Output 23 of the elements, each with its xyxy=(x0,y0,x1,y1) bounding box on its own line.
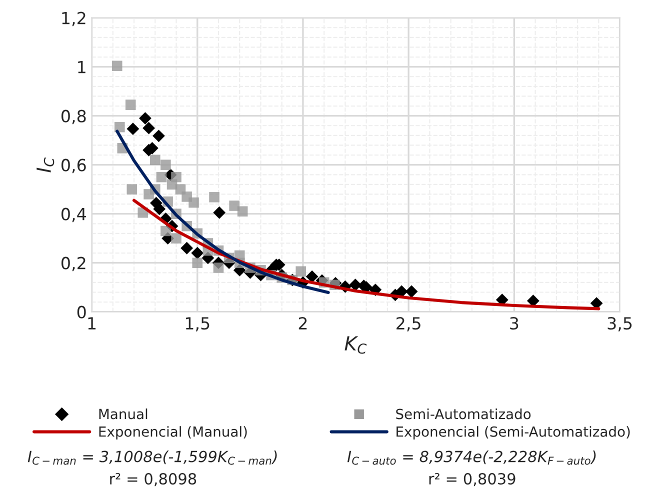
y-tick-label: 1 xyxy=(78,61,86,74)
y-tick-label: 0,8 xyxy=(62,110,86,124)
legend-label: Semi-Automatizado xyxy=(396,408,531,420)
text: I$_{C−auto}$ = 8,9374e(-2,228K$_{F−auto}$) xyxy=(347,450,596,465)
text: I$_{C−man}$ = 3,1008e(-1,599K$_{C−man}$) xyxy=(28,450,277,465)
x-tick-label: 2,5 xyxy=(396,317,420,332)
legend-label: Manual xyxy=(99,408,148,420)
x-tick-label: 1 xyxy=(88,317,96,330)
y-tick-label: 0,6 xyxy=(62,158,86,174)
legend-label: Exponencial (Manual) xyxy=(99,426,247,440)
x-tick-label: 1,5 xyxy=(186,317,210,332)
legend-label: Exponencial (Semi-Automatizado) xyxy=(396,426,630,440)
x-axis-title: K$_{C}$ xyxy=(344,336,367,354)
x-tick-label: 2 xyxy=(298,317,307,330)
y-tick-label: 1,2 xyxy=(62,12,86,26)
y-tick-label: 0,2 xyxy=(62,256,86,272)
y-tick-label: 0 xyxy=(77,306,86,318)
text: r² = 0,8039 xyxy=(429,473,516,486)
y-axis-title: I$_{C}$ xyxy=(36,158,54,172)
x-tick-label: 3,5 xyxy=(608,317,632,332)
x-tick-label: 3 xyxy=(510,317,518,330)
y-tick-label: 0,4 xyxy=(62,208,86,222)
text: r² = 0,8098 xyxy=(110,473,196,486)
